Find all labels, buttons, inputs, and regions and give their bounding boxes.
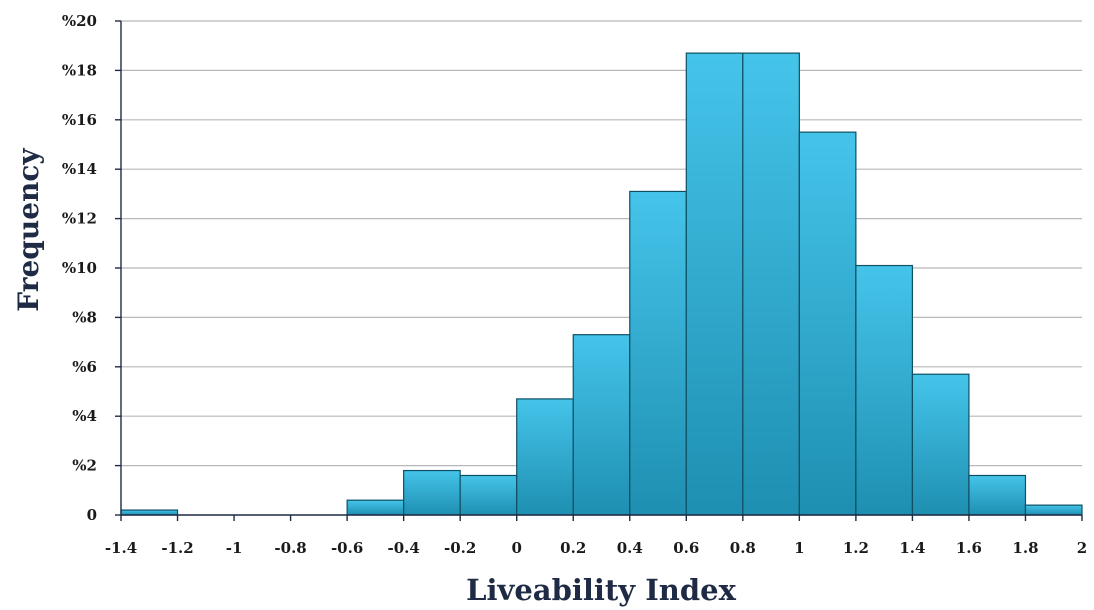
x-axis-title: Liveability Index — [466, 573, 737, 607]
y-tick-label: %8 — [72, 308, 97, 326]
y-axis-title: Frequency — [12, 148, 45, 312]
x-tick-label: -0.4 — [387, 539, 419, 557]
x-tick-label: -1 — [226, 539, 243, 557]
x-tick-label: -0.2 — [444, 539, 476, 557]
x-tick-label: 0.4 — [617, 539, 643, 557]
histogram-bar — [911, 373, 970, 516]
x-tick-label: 0.6 — [673, 539, 699, 557]
x-tick-label: 1.4 — [899, 539, 925, 557]
x-tick-label: -1.2 — [161, 539, 193, 557]
bars — [120, 52, 1083, 516]
x-tick-label: -0.8 — [274, 539, 306, 557]
x-tick-label: 1.2 — [843, 539, 869, 557]
histogram-bar — [516, 398, 574, 516]
x-tick-label: 1.6 — [956, 539, 982, 557]
x-tick-label: 0.2 — [560, 539, 586, 557]
histogram-bar — [403, 469, 461, 516]
y-tick-label: 0 — [87, 506, 97, 524]
y-tick-label: %18 — [62, 61, 97, 79]
y-tick-label: %4 — [72, 407, 97, 425]
y-tick-label: %2 — [72, 457, 97, 475]
histogram-bar — [629, 190, 687, 516]
histogram-bar — [346, 499, 405, 516]
gridlines — [121, 20, 1082, 467]
x-tick-label: -0.6 — [331, 539, 363, 557]
histogram-bar — [1024, 504, 1083, 516]
histogram-bar — [572, 334, 631, 516]
y-tick-label: %20 — [62, 12, 97, 30]
x-tick-labels: -1.4 -1.2 -1 -0.8 -0.6 -0.4 -0.2 0 0.2 0.4 0.6 0.8 1… — [105, 539, 1087, 557]
axes — [115, 20, 1083, 521]
y-tick-label: %10 — [62, 259, 97, 277]
x-tick-label: 0 — [511, 539, 521, 557]
x-tick-label: -1.4 — [105, 539, 137, 557]
histogram-bar — [855, 264, 914, 516]
histogram-bar — [685, 52, 744, 516]
y-tick-label: %14 — [62, 160, 97, 178]
histogram-bar — [742, 52, 800, 516]
x-tick-label: 2 — [1077, 539, 1087, 557]
y-tick-label: %16 — [62, 111, 97, 129]
x-tick-label: 1 — [794, 539, 804, 557]
x-tick-label: 0.8 — [730, 539, 756, 557]
histogram-bar — [968, 474, 1027, 516]
y-tick-label: %6 — [72, 358, 97, 376]
histogram-bar — [798, 131, 857, 516]
histogram-bar — [120, 509, 179, 516]
y-tick-label: %12 — [62, 210, 97, 228]
x-tick-label: 1.8 — [1012, 539, 1038, 557]
histogram-bar — [459, 474, 518, 516]
y-tick-labels: 0 %2 %4 %6 %8 %10 %12 %14 %16 %18 %20 — [62, 12, 97, 524]
